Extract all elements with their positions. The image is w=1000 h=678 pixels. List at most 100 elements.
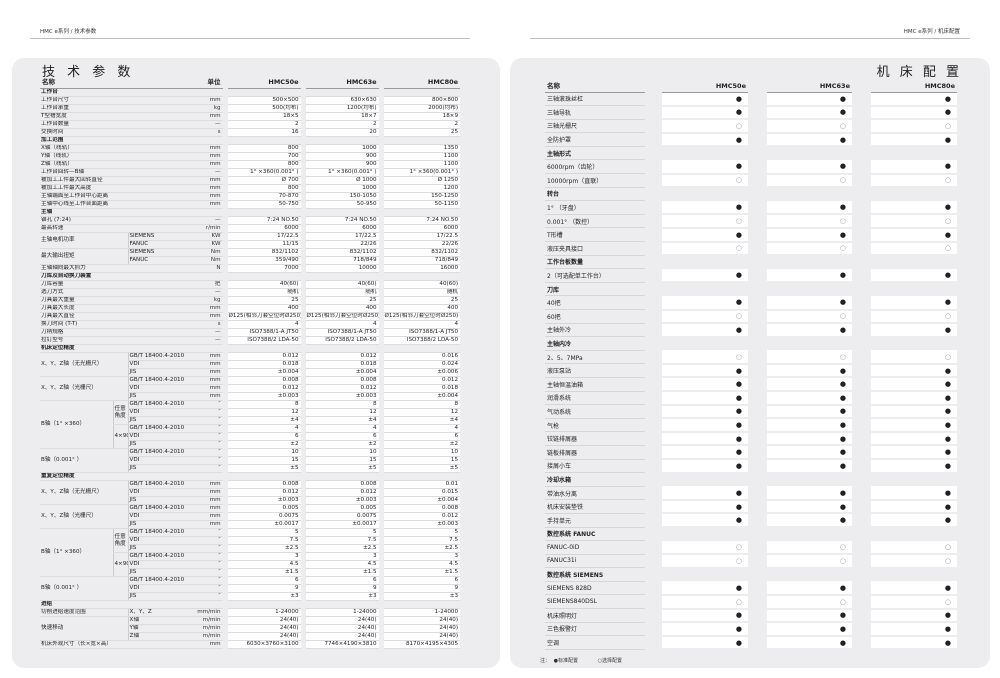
unit-cell: ″ <box>195 440 226 449</box>
standard-mark-icon: ● <box>662 581 748 596</box>
standard-mark-icon: ● <box>871 363 957 379</box>
gap-cell <box>852 636 871 650</box>
unit-cell: 把 <box>195 280 226 289</box>
unit-cell: m/min <box>195 616 226 625</box>
table-row: X、Y、Z轴（光栅尺） GB/T 18400.4-2010 mm 0.005 0.005… <box>40 504 461 529</box>
unit-cell: ″ <box>195 560 226 569</box>
value-cell: 6 <box>300 432 382 441</box>
table-row: VDI ″ 7.5 7.5 7.5 <box>40 536 461 545</box>
value-cell: 15 <box>378 456 461 465</box>
value-cell: 1° ×360(0.001° ) <box>378 168 461 177</box>
section-row: 刀库及自动换刀装置 <box>40 272 461 281</box>
unit-cell: mm <box>195 488 226 497</box>
gap-cell <box>852 445 871 459</box>
section-row: 机床定位精度 <box>40 344 461 353</box>
gap-cell <box>748 609 767 623</box>
table-row: 液压夹具接口 ○ ○ ○ <box>545 241 957 257</box>
value-cell: ISO7388/1-A JT50 <box>222 328 304 337</box>
standard-mark-icon: ● <box>767 445 852 461</box>
row-standard: FANUC <box>127 256 196 265</box>
row-label: 三轴光栅尺 <box>545 119 645 134</box>
row-label: 三轴导轨 <box>545 105 645 120</box>
gap-cell <box>852 500 871 514</box>
row-label: 主轴端面至工作台中心距离 <box>40 192 196 201</box>
value-cell: 8 <box>300 400 382 409</box>
value-cell: 6 <box>378 432 461 441</box>
value-cell: 0.01 <box>378 480 461 489</box>
standard-mark-icon: ● <box>767 391 852 406</box>
row-label: 快速移动 <box>40 616 128 641</box>
value-cell: 15 <box>300 456 382 465</box>
unit-cell: mm <box>195 392 226 401</box>
unit-cell: mm/min <box>195 608 226 617</box>
table-row: JIS ″ ±1.5 ±1.5 ±1.5 <box>40 568 461 577</box>
value-cell: 24(40) <box>378 624 461 633</box>
gap-cell <box>852 513 871 527</box>
value-cell: ±2.5 <box>300 544 382 553</box>
row-label: X、Y、Z轴（无光栅尺） <box>40 352 128 377</box>
section-row: 转台 <box>545 187 957 202</box>
value-cell: ±3 <box>300 592 382 601</box>
gap-cell <box>645 310 662 324</box>
unit-cell: ″ <box>195 568 226 577</box>
optional-mark-icon: ○ <box>662 540 748 556</box>
value-cell: 1-24000 <box>378 608 461 617</box>
row-standard: GB/T 18400.4-2010 <box>127 424 196 433</box>
gap-cell <box>748 174 767 188</box>
row-label: FANUC-0iD <box>545 540 645 555</box>
unit-cell: — <box>195 288 226 297</box>
gap-cell <box>645 636 662 650</box>
gap-cell <box>852 269 871 283</box>
unit-cell: — <box>195 168 226 177</box>
value-cell: 随机 <box>378 288 461 297</box>
row-standard: VDI <box>127 512 196 521</box>
value-cell: 10000 <box>300 264 382 273</box>
value-cell: ISO7388/1-A JT50 <box>378 328 461 337</box>
value-cell: 0.012 <box>300 488 382 497</box>
table-row: JIS ″ ±3 ±3 ±3 <box>40 592 461 601</box>
unit-cell <box>195 88 226 97</box>
gap-cell <box>748 513 767 527</box>
value-cell: ±0.003 <box>300 496 382 505</box>
value-cell: ±0.003 <box>378 520 461 529</box>
value-cell: 4 <box>222 320 304 329</box>
unit-cell: m/min <box>195 624 226 633</box>
table-row: 三轴光栅尺 ○ ○ ○ <box>545 119 957 134</box>
table-row: 机床外观尺寸（长×宽×高） mm 6030×3760×3100 7746×4190×3… <box>40 640 461 649</box>
section-title: 工作台板数量 <box>545 255 645 270</box>
table-row: B轴（0.001° ） GB/T 18400.4-2010 ″ 10 10 10 <box>40 448 461 473</box>
value-cell: 7000 <box>222 264 304 273</box>
gap-cell <box>852 133 871 147</box>
table-row: JIS mm ±0.0017 ±0.0017 ±0.003 <box>40 520 461 529</box>
row-label: 手持单元 <box>545 513 645 528</box>
gap-cell <box>852 405 871 419</box>
standard-mark-icon: ● <box>871 92 957 107</box>
gap-cell <box>852 214 871 228</box>
gap-cell <box>748 622 767 636</box>
value-cell: 10 <box>378 448 461 457</box>
row-sublabel: 任意角度 <box>112 400 128 425</box>
gap-cell <box>645 228 662 242</box>
breadcrumb-right: HMC e系列 / 机床配置 <box>903 29 960 35</box>
value-cell: 630×630 <box>300 96 382 105</box>
value-cell: 40(60) <box>222 280 304 289</box>
gap-cell <box>852 92 871 106</box>
row-standard: VDI <box>127 384 196 393</box>
value-cell: 0.018 <box>378 384 461 393</box>
optional-mark-icon: ○ <box>767 309 852 325</box>
value-cell: 700 <box>222 152 304 161</box>
value-cell: 0.012 <box>222 352 304 361</box>
value-cell: 8 <box>378 400 461 409</box>
gap-cell <box>748 581 767 595</box>
standard-mark-icon: ● <box>871 499 957 515</box>
value-cell: 6 <box>222 432 304 441</box>
unit-cell: kg <box>195 104 226 113</box>
optional-mark-icon: ○ <box>767 119 852 134</box>
value-cell: 0.012 <box>300 352 382 361</box>
table-row: 40把 ● ● ● <box>545 295 957 311</box>
gap-cell <box>852 377 871 391</box>
table-row: 4×90°GB/T 18400.4-2010″333 <box>40 552 461 577</box>
value-cell: 15 <box>222 456 304 465</box>
value-cell: 25 <box>378 128 461 137</box>
value-cell: 4.5 <box>378 560 461 569</box>
